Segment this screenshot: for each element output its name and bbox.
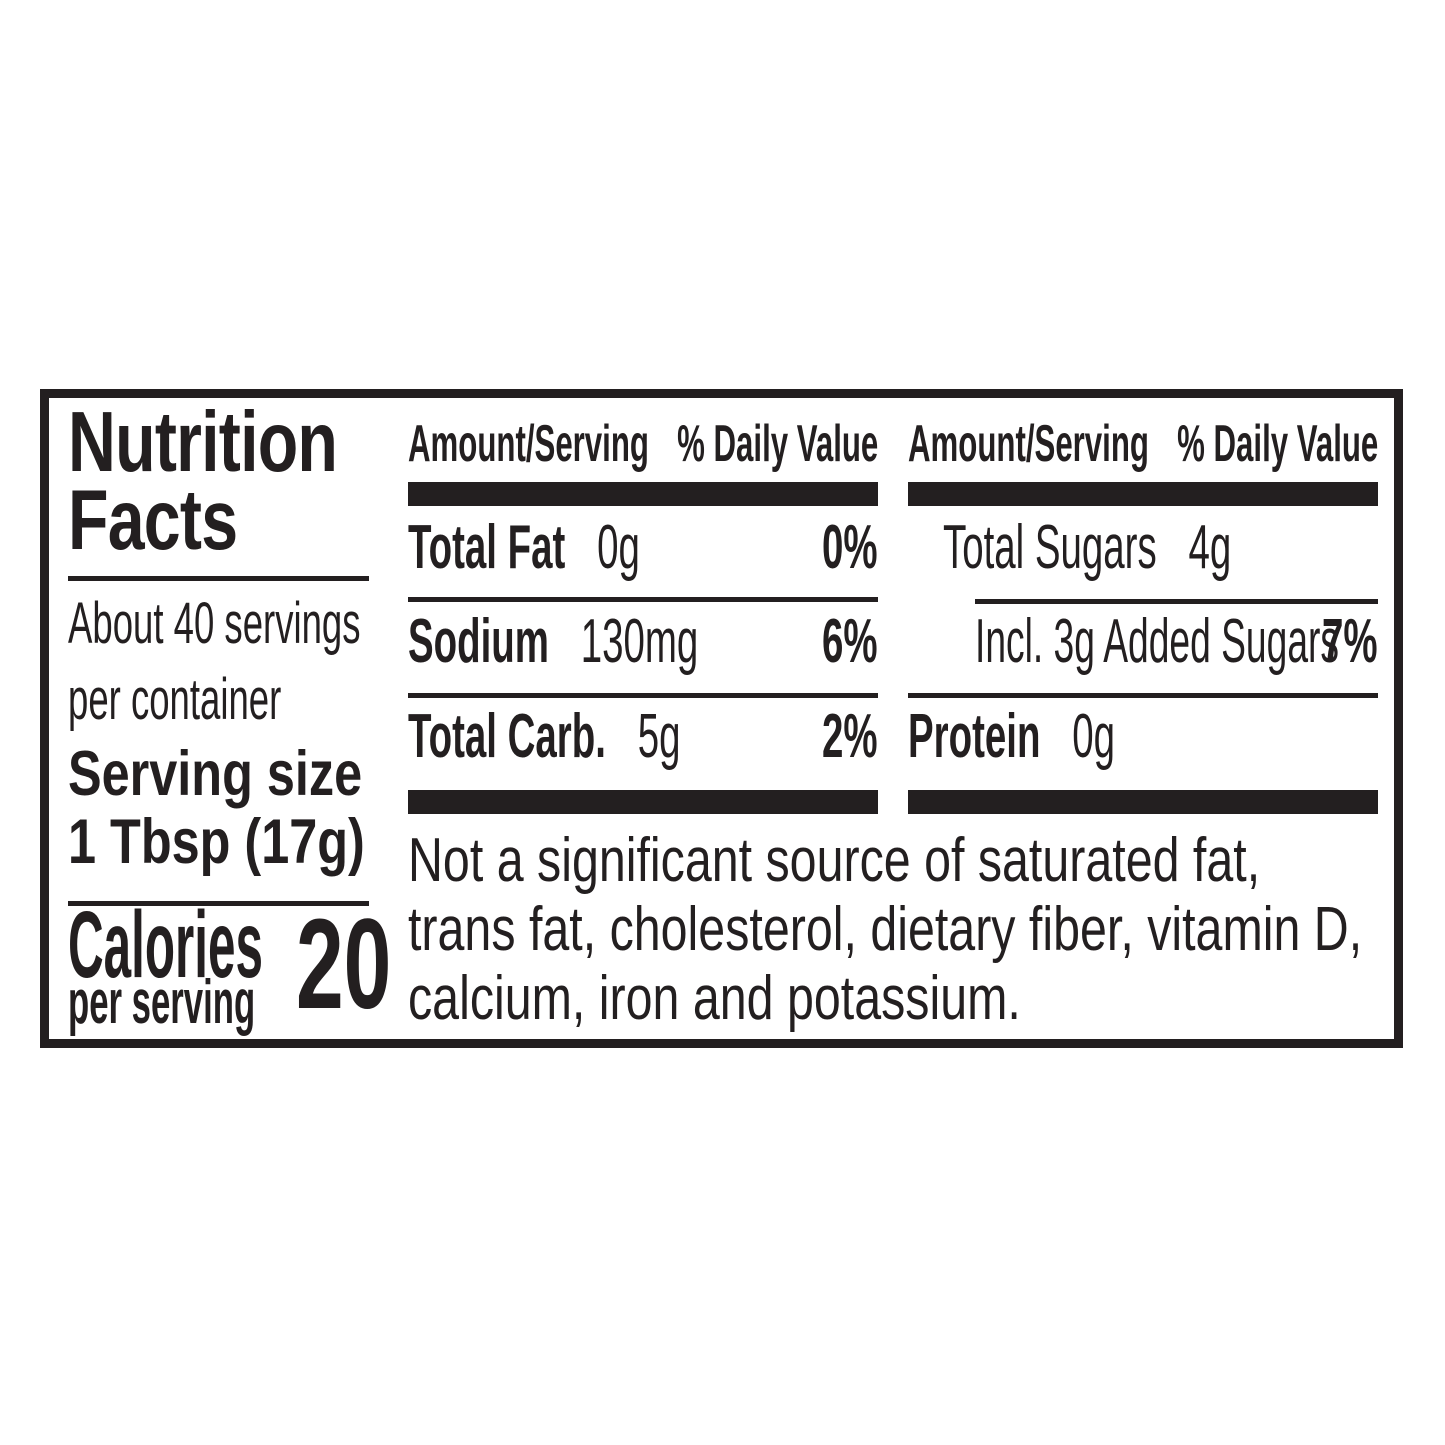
column2-bottom-bar (908, 790, 1378, 814)
column1-bottom-bar (408, 790, 878, 814)
total-carb-amount: 5g (637, 702, 681, 771)
calories-label: Calories (68, 898, 443, 993)
total-sugars-amount: 4g (1188, 513, 1232, 582)
calories-per-serving-text: per serving (68, 968, 256, 1037)
serving-size-value-text: 1 Tbsp (17g) (68, 807, 365, 877)
footnote-line2: trans fat, cholesterol, dietary fiber, v… (408, 895, 1363, 964)
left-column: Nutrition Facts About 40 servings per co… (68, 398, 402, 1039)
row-sodium-main: Sodium 130mg (408, 610, 698, 674)
column1-header-daily-value: % Daily Value (676, 415, 878, 473)
total-fat-amount: 0g (597, 513, 640, 582)
label-title: Nutrition Facts (68, 395, 413, 568)
row-total-carb-main: Total Carb. 5g (408, 705, 680, 769)
row-sodium: Sodium 130mg 6% (408, 610, 878, 674)
serving-size-label: Serving size (68, 740, 436, 808)
nutrient-column-2: Amount/Serving % Daily Value Total Sugar… (908, 398, 1378, 1039)
serving-size-label-text: Serving size (68, 739, 363, 809)
left-divider-top (68, 576, 369, 581)
row-total-fat-main: Total Fat 0g (408, 516, 640, 580)
sodium-name: Sodium (408, 607, 549, 676)
footnote: Not a significant source of saturated fa… (408, 826, 1400, 1033)
column2-header-daily-value: % Daily Value (1176, 415, 1378, 473)
column1-rule-2 (408, 693, 878, 698)
label-title-line1: Nutrition (68, 395, 338, 490)
calories-label-text: Calories (68, 892, 263, 998)
calories-value-text: 20 (295, 893, 391, 1036)
label-title-line2: Facts (68, 473, 238, 568)
calories-per-serving-label: per serving (68, 972, 402, 1034)
column1-top-bar (408, 482, 878, 506)
added-sugars-daily-value: 7% (1322, 607, 1378, 676)
nutrient-column-1: Amount/Serving % Daily Value Total Fat 0… (408, 398, 878, 1039)
row-total-carb: Total Carb. 5g 2% (408, 705, 878, 769)
row-total-fat: Total Fat 0g 0% (408, 516, 878, 580)
column1-header-amount: Amount/Serving (408, 415, 649, 473)
column2-rule-2 (908, 693, 1378, 698)
servings-per-container: About 40 servings per container (68, 586, 532, 738)
serving-size-value: 1 Tbsp (17g) (68, 808, 439, 876)
column2-header: Amount/Serving % Daily Value (908, 416, 1378, 472)
row-total-sugars-main: Total Sugars 4g (943, 516, 1231, 580)
footnote-line1: Not a significant source of saturated fa… (408, 826, 1261, 895)
row-protein-main: Protein 0g (908, 705, 1115, 769)
row-protein: Protein 0g (908, 705, 1378, 769)
column2-top-bar (908, 482, 1378, 506)
total-carb-daily-value: 2% (822, 702, 878, 771)
sodium-amount: 130mg (580, 607, 699, 676)
column2-rule-indented (975, 599, 1378, 604)
total-sugars-name: Total Sugars (943, 513, 1157, 582)
column2-header-amount: Amount/Serving (908, 415, 1149, 473)
footnote-line3: calcium, iron and potassium. (408, 964, 1021, 1033)
row-total-sugars: Total Sugars 4g (908, 516, 1378, 580)
sodium-daily-value: 6% (822, 607, 878, 676)
row-added-sugars: Incl. 3g Added Sugars 7% (908, 610, 1378, 674)
nutrition-facts-label: Nutrition Facts About 40 servings per co… (40, 389, 1403, 1048)
protein-name: Protein (908, 702, 1041, 771)
calories-value: 20 (248, 893, 391, 1036)
row-added-sugars-main: Incl. 3g Added Sugars (975, 610, 1339, 674)
column1-header: Amount/Serving % Daily Value (408, 416, 878, 472)
column1-rule-1 (408, 597, 878, 602)
left-divider-bottom (68, 901, 369, 906)
servings-line2: per container (68, 667, 282, 732)
servings-line1: About 40 servings (68, 591, 361, 656)
protein-amount: 0g (1072, 702, 1116, 771)
total-fat-daily-value: 0% (822, 513, 878, 582)
total-fat-name: Total Fat (408, 513, 566, 582)
added-sugars-name: Incl. 3g Added Sugars (975, 607, 1339, 676)
total-carb-name: Total Carb. (408, 702, 606, 771)
